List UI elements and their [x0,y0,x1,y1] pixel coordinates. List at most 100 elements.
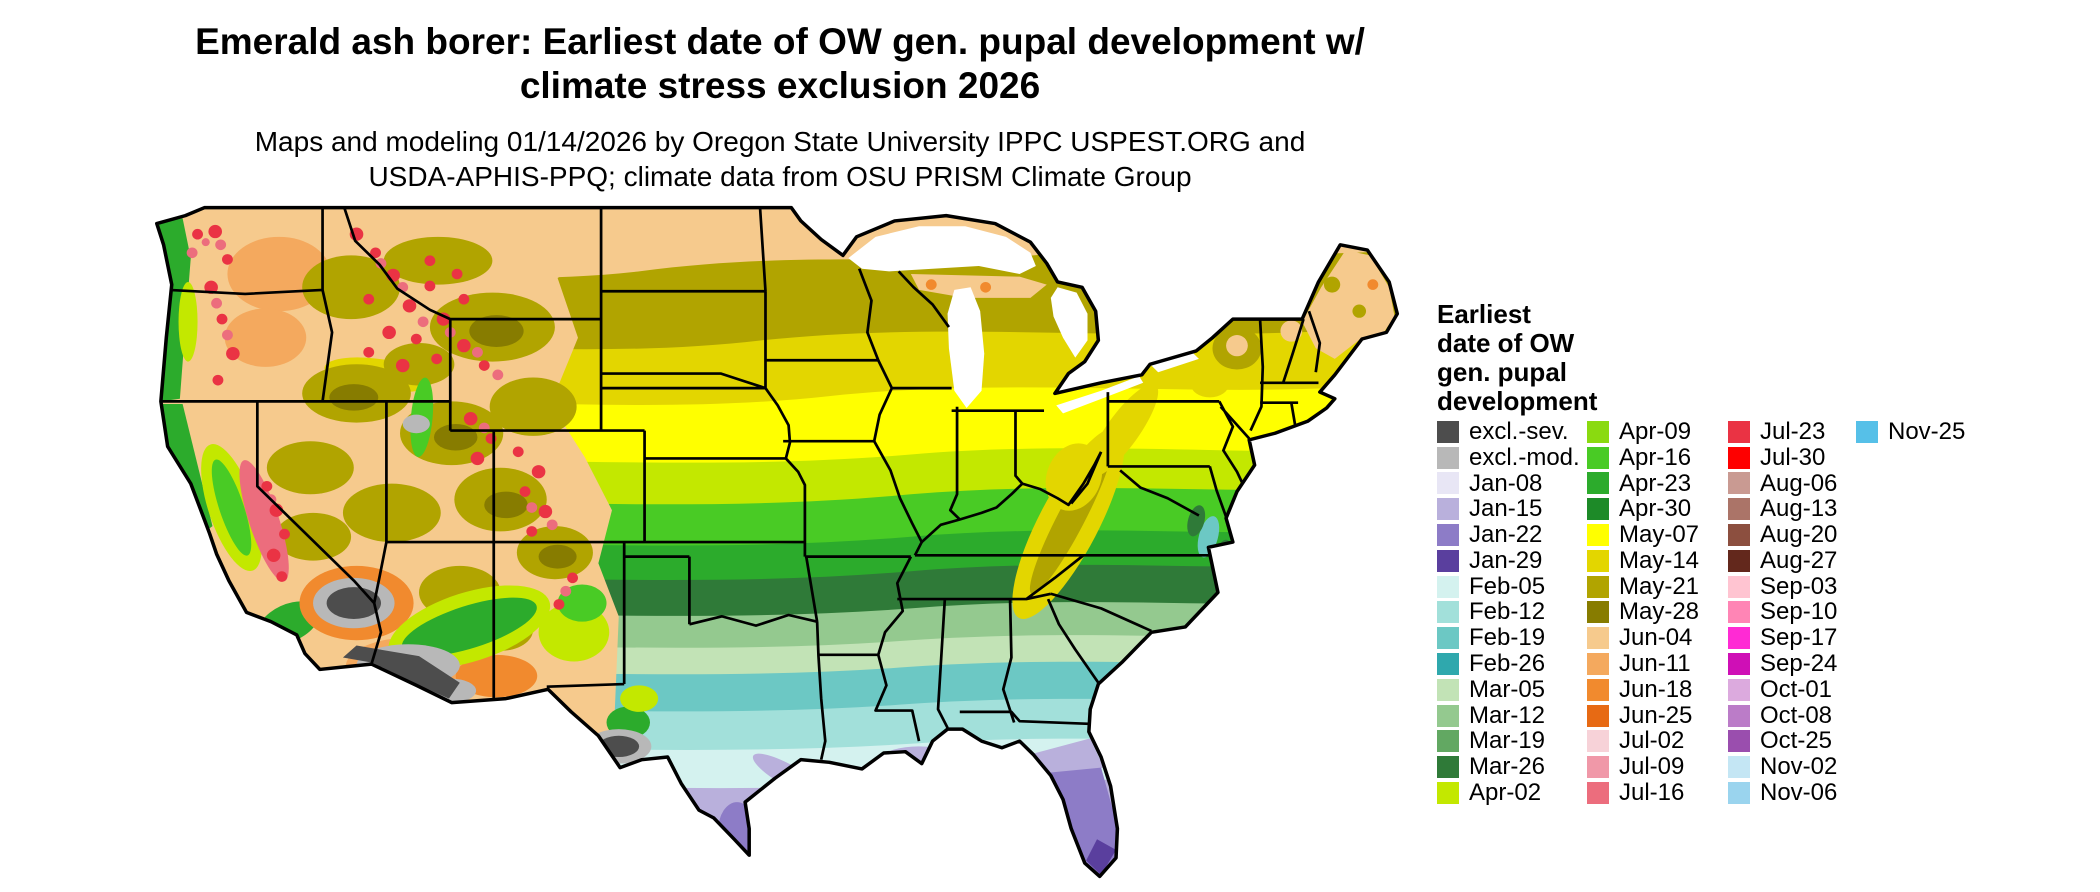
legend-color-swatch [1587,575,1609,598]
legend-item: Apr-30 [1587,495,1699,522]
legend-date-label: Mar-26 [1469,753,1546,781]
legend-item: Jun-18 [1587,675,1699,703]
title-line-2: climate stress exclusion 2026 [519,65,1041,106]
legend-color-swatch [1437,678,1459,701]
legend-color-swatch [1437,704,1459,727]
legend-color-swatch [1437,782,1459,805]
legend-item: excl.-sev. [1437,417,1580,445]
legend-item: Aug-13 [1728,495,1838,523]
legend-item: Mar-12 [1437,701,1580,729]
legend-date-label: Jan-29 [1469,546,1543,574]
legend-date-label: Nov-02 [1760,753,1838,781]
legend-color-swatch [1728,653,1750,676]
figure-subtitle: Maps and modeling 01/14/2026 by Oregon S… [0,124,1560,194]
legend-color-swatch [1587,498,1609,521]
legend-color-swatch [1728,524,1750,547]
legend-date-label: Aug-20 [1760,521,1838,549]
legend-color-swatch [1437,575,1459,598]
legend-color-swatch [1437,446,1459,469]
legend-item: Sep-17 [1728,624,1838,652]
raster-date-bands [156,207,1398,877]
legend-color-swatch [1587,524,1609,547]
legend-column-4: Nov-25 [1856,418,1965,445]
legend-date-label: excl.-sev. [1469,417,1569,445]
legend-color-swatch [1437,549,1459,572]
legend-item: Nov-06 [1728,779,1838,807]
legend-color-swatch [1587,472,1609,495]
legend-color-swatch [1437,601,1459,624]
legend-date-label: Jun-18 [1619,675,1693,703]
legend-date-label: Jul-02 [1619,727,1685,755]
legend-item: May-14 [1587,547,1699,574]
legend-date-label: Feb-12 [1469,598,1546,626]
legend-column-3: Jul-23 Jul-30 Aug-06 Aug-13 [1728,418,1838,807]
legend-color-swatch [1728,782,1750,805]
legend-color-swatch [1587,420,1609,443]
legend-item: Nov-02 [1728,753,1838,781]
legend-date-label: Jun-04 [1619,624,1693,652]
state-borders [160,207,1322,760]
legend-date-label: Feb-19 [1469,624,1546,652]
legend-item: Jan-15 [1437,495,1580,522]
legend-item: Jan-22 [1437,521,1580,549]
subtitle-line-1: Maps and modeling 01/14/2026 by Oregon S… [254,126,1306,157]
legend-color-swatch [1437,653,1459,676]
legend-item: Jul-23 [1728,418,1837,445]
legend-color-swatch [1728,446,1750,469]
us-map [150,205,1400,892]
figure-title: Emerald ash borer: Earliest date of OW g… [0,20,1560,108]
legend-item: Sep-03 [1728,573,1837,600]
legend-color-swatch [1437,498,1459,521]
legend-date-label: Mar-05 [1469,675,1546,703]
legend-item: Apr-02 [1437,779,1580,806]
legend-item: Jan-29 [1437,546,1580,574]
legend-date-label: Feb-05 [1469,572,1546,600]
legend-date-label: May-07 [1619,521,1700,549]
legend-date-label: Mar-12 [1469,701,1546,729]
legend-date-label: Jan-08 [1469,469,1543,497]
legend-item: Apr-16 [1587,443,1699,471]
legend-item: Mar-26 [1437,753,1580,781]
legend-date-label: Jan-22 [1469,521,1543,549]
legend-date-label: Aug-06 [1760,469,1838,497]
legend-color-swatch [1728,627,1750,650]
legend-item: Jul-30 [1728,443,1837,471]
legend-item: May-07 [1587,521,1700,549]
legend-color-swatch [1587,549,1609,572]
legend-item: Jul-16 [1587,779,1699,807]
legend-date-label: Apr-16 [1619,443,1692,471]
legend-date-label: Oct-08 [1760,701,1833,729]
legend-item: Jul-09 [1587,753,1699,781]
legend-item: excl.-mod. [1437,444,1580,471]
legend-column-2: Apr-09 Apr-16 Apr-23 Apr-30 [1587,418,1700,807]
legend-date-label: Jun-11 [1619,650,1691,678]
legend-date-label: Oct-01 [1760,675,1833,703]
us-outline [155,205,1400,879]
legend-item: Sep-24 [1728,650,1837,677]
legend-item: May-21 [1587,573,1699,600]
us-map-svg [155,205,1400,879]
legend-color-swatch [1437,756,1459,779]
legend-color-swatch [1437,472,1459,495]
legend-item: Aug-27 [1728,547,1837,574]
legend-color-swatch [1728,730,1750,753]
legend-item: Mar-19 [1437,727,1580,754]
legend-date-label: Sep-17 [1760,624,1838,652]
legend-color-swatch [1728,704,1750,727]
legend-date-label: Nov-06 [1760,779,1838,807]
legend-date-label: Jul-16 [1619,779,1685,807]
legend-color-swatch [1437,524,1459,547]
legend-color-swatch [1587,653,1609,676]
legend-item: Jun-04 [1587,624,1699,652]
legend-date-label: Jul-09 [1619,753,1685,781]
legend-color-swatch [1587,627,1609,650]
legend-date-label: Aug-13 [1760,495,1838,523]
legend-date-label: Feb-26 [1469,650,1546,678]
legend-date-label: Oct-25 [1760,727,1833,755]
legend-color-swatch [1437,730,1459,753]
legend-item: Apr-09 [1587,418,1699,445]
legend-color-swatch [1437,420,1459,443]
legend-item: Oct-25 [1728,727,1837,755]
legend-date-label: Jul-30 [1760,443,1826,471]
